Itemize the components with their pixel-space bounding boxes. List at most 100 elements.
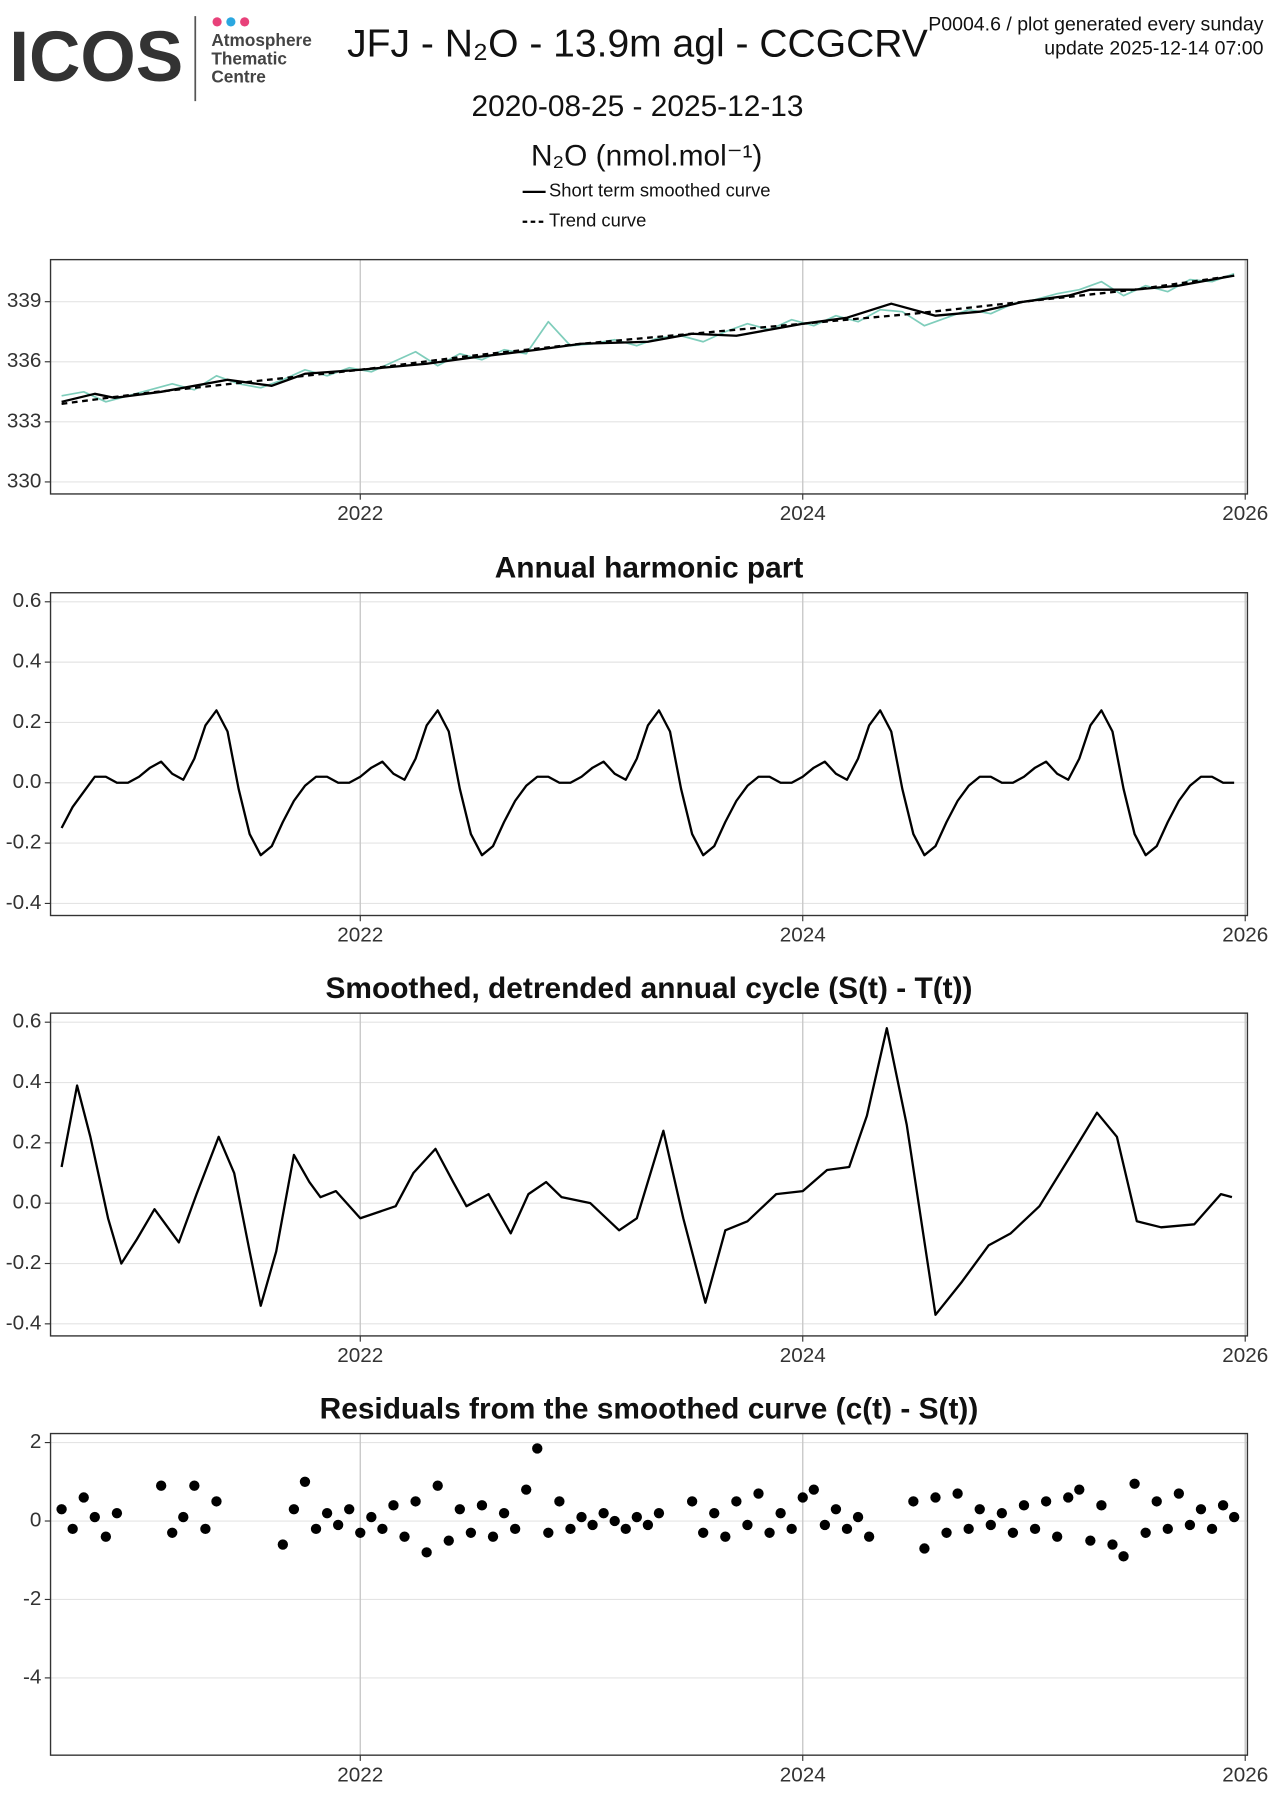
series-line [60, 709, 1235, 857]
point [332, 1519, 344, 1531]
point [111, 1507, 123, 1519]
y-tick-label: -0.2 [6, 831, 42, 854]
point [830, 1504, 842, 1515]
point [100, 1531, 112, 1542]
point [1184, 1519, 1196, 1531]
point [841, 1523, 853, 1535]
y-tick-label: -2 [23, 1587, 41, 1610]
point [908, 1496, 919, 1507]
point [1195, 1504, 1207, 1515]
point [310, 1523, 322, 1535]
plot-border [49, 258, 1249, 495]
x-tick-label: 2022 [337, 924, 383, 947]
point [930, 1492, 941, 1503]
series-line [60, 1027, 1233, 1316]
x-tick-label: 2026 [1222, 1344, 1268, 1367]
y-tick-label: 336 [7, 349, 41, 372]
point [709, 1507, 720, 1519]
x-tick-label: 2026 [1222, 924, 1268, 947]
y-label: N₂O (nmol.mol⁻¹) [531, 139, 762, 172]
point [1173, 1488, 1185, 1499]
point [808, 1484, 819, 1495]
point [178, 1511, 189, 1523]
point [521, 1484, 532, 1495]
y-tick-label: 0.2 [13, 1130, 42, 1153]
logo: ICOS [9, 18, 183, 97]
point [465, 1527, 477, 1538]
logo-dot [240, 17, 250, 27]
y-tick-label: 2 [30, 1430, 42, 1453]
point [686, 1496, 698, 1507]
point [952, 1488, 963, 1499]
point [764, 1527, 775, 1538]
y-tick-label: -0.4 [6, 891, 42, 914]
plot-border [49, 592, 1249, 917]
plot-border [49, 1432, 1249, 1756]
series-line [61, 274, 1235, 405]
y-tick-label: 0.6 [13, 589, 42, 612]
point [1040, 1496, 1052, 1507]
point [1107, 1539, 1118, 1550]
point [974, 1504, 985, 1515]
point [587, 1519, 598, 1531]
point [377, 1523, 388, 1535]
point [1063, 1492, 1074, 1503]
note: update 2025-12-14 07:00 [1044, 38, 1263, 60]
x-tick-label: 2024 [780, 1763, 826, 1786]
x-tick-label: 2022 [337, 502, 383, 525]
point [852, 1511, 864, 1523]
point [565, 1523, 576, 1535]
point [1140, 1527, 1151, 1538]
point [487, 1531, 499, 1542]
point [67, 1523, 78, 1535]
point [620, 1523, 631, 1535]
y-tick-label: 0.6 [13, 1010, 42, 1033]
point [299, 1476, 311, 1487]
x-tick-label: 2024 [780, 1344, 826, 1367]
x-tick-label: 2026 [1222, 1763, 1268, 1786]
point [56, 1504, 67, 1515]
point [631, 1511, 642, 1523]
point [167, 1527, 178, 1538]
point [155, 1480, 167, 1491]
point [277, 1539, 289, 1550]
note: P0004.6 / plot generated every sunday [928, 13, 1263, 35]
y-tick-label: -0.2 [6, 1251, 42, 1274]
page-title: JFJ - N₂O - 13.9m agl - CCGCRV [347, 22, 928, 65]
point [1162, 1523, 1173, 1535]
point [753, 1488, 764, 1499]
point [288, 1504, 300, 1515]
point [1051, 1531, 1063, 1542]
point [985, 1519, 996, 1531]
point [366, 1511, 377, 1523]
point [609, 1515, 620, 1527]
point [996, 1507, 1008, 1519]
point [554, 1496, 565, 1507]
plot-background [50, 1433, 1248, 1756]
panel-title: Annual harmonic part [495, 552, 804, 585]
point [432, 1480, 443, 1491]
logo-text: Thematic [211, 48, 287, 68]
point [509, 1523, 521, 1535]
point [1074, 1484, 1085, 1495]
point [731, 1496, 742, 1507]
point [1206, 1523, 1218, 1535]
point [1018, 1500, 1030, 1511]
point [410, 1496, 421, 1507]
y-tick-label: 0.0 [13, 1191, 42, 1214]
legend-label: Short term smoothed curve [549, 180, 770, 201]
point [421, 1547, 432, 1558]
point [576, 1511, 587, 1523]
subtitle: 2020-08-25 - 2025-12-13 [471, 90, 803, 123]
x-tick-label: 2024 [780, 502, 826, 525]
panel-title: Residuals from the smoothed curve (c(t) … [320, 1392, 979, 1425]
point [211, 1496, 222, 1507]
point [1151, 1496, 1162, 1507]
point [863, 1531, 875, 1542]
point [742, 1519, 753, 1531]
point [642, 1519, 654, 1531]
point [775, 1507, 786, 1519]
logo-text: Atmosphere [211, 30, 311, 50]
point [1118, 1551, 1129, 1562]
